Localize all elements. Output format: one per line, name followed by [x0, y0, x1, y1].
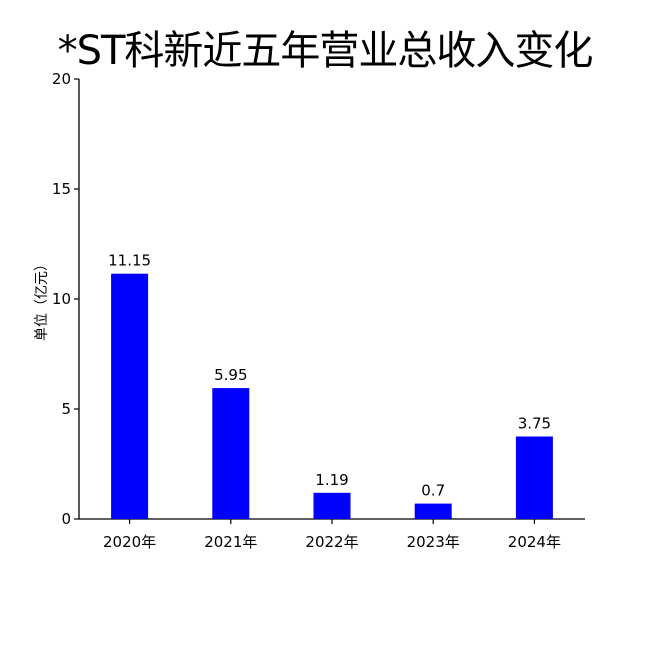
- chart-title: *ST科新近五年营业总收入变化: [57, 28, 594, 74]
- x-tick-label: 2022年: [305, 533, 358, 551]
- y-tick-label: 5: [61, 400, 71, 418]
- bar: [313, 492, 351, 519]
- x-axis: 2020年 2021年 2022年 2023年 2024年: [79, 518, 585, 551]
- data-label: 11.15: [108, 252, 151, 270]
- bar: [212, 388, 250, 519]
- x-tick-label: 2021年: [204, 533, 257, 551]
- x-tick-label: 2020年: [103, 533, 156, 551]
- data-label: 3.75: [518, 415, 551, 433]
- bars-group: [111, 273, 553, 519]
- data-labels-group: 11.15 5.95 1.19 0.7 3.75: [108, 252, 551, 500]
- data-label: 5.95: [214, 366, 247, 384]
- y-axis: 0 5 10 15 20: [52, 70, 80, 528]
- data-label: 0.7: [421, 482, 445, 500]
- x-tick-label: 2023年: [407, 533, 460, 551]
- bar: [515, 436, 553, 519]
- x-tick-label: 2024年: [508, 533, 561, 551]
- y-tick-label: 20: [52, 70, 71, 88]
- y-tick-label: 10: [52, 290, 71, 308]
- y-tick-label: 0: [61, 510, 71, 528]
- y-axis-label: 单位（亿元）: [34, 257, 50, 341]
- bar: [111, 273, 149, 519]
- y-tick-label: 15: [52, 180, 71, 198]
- data-label: 1.19: [315, 471, 348, 489]
- bar: [414, 503, 452, 519]
